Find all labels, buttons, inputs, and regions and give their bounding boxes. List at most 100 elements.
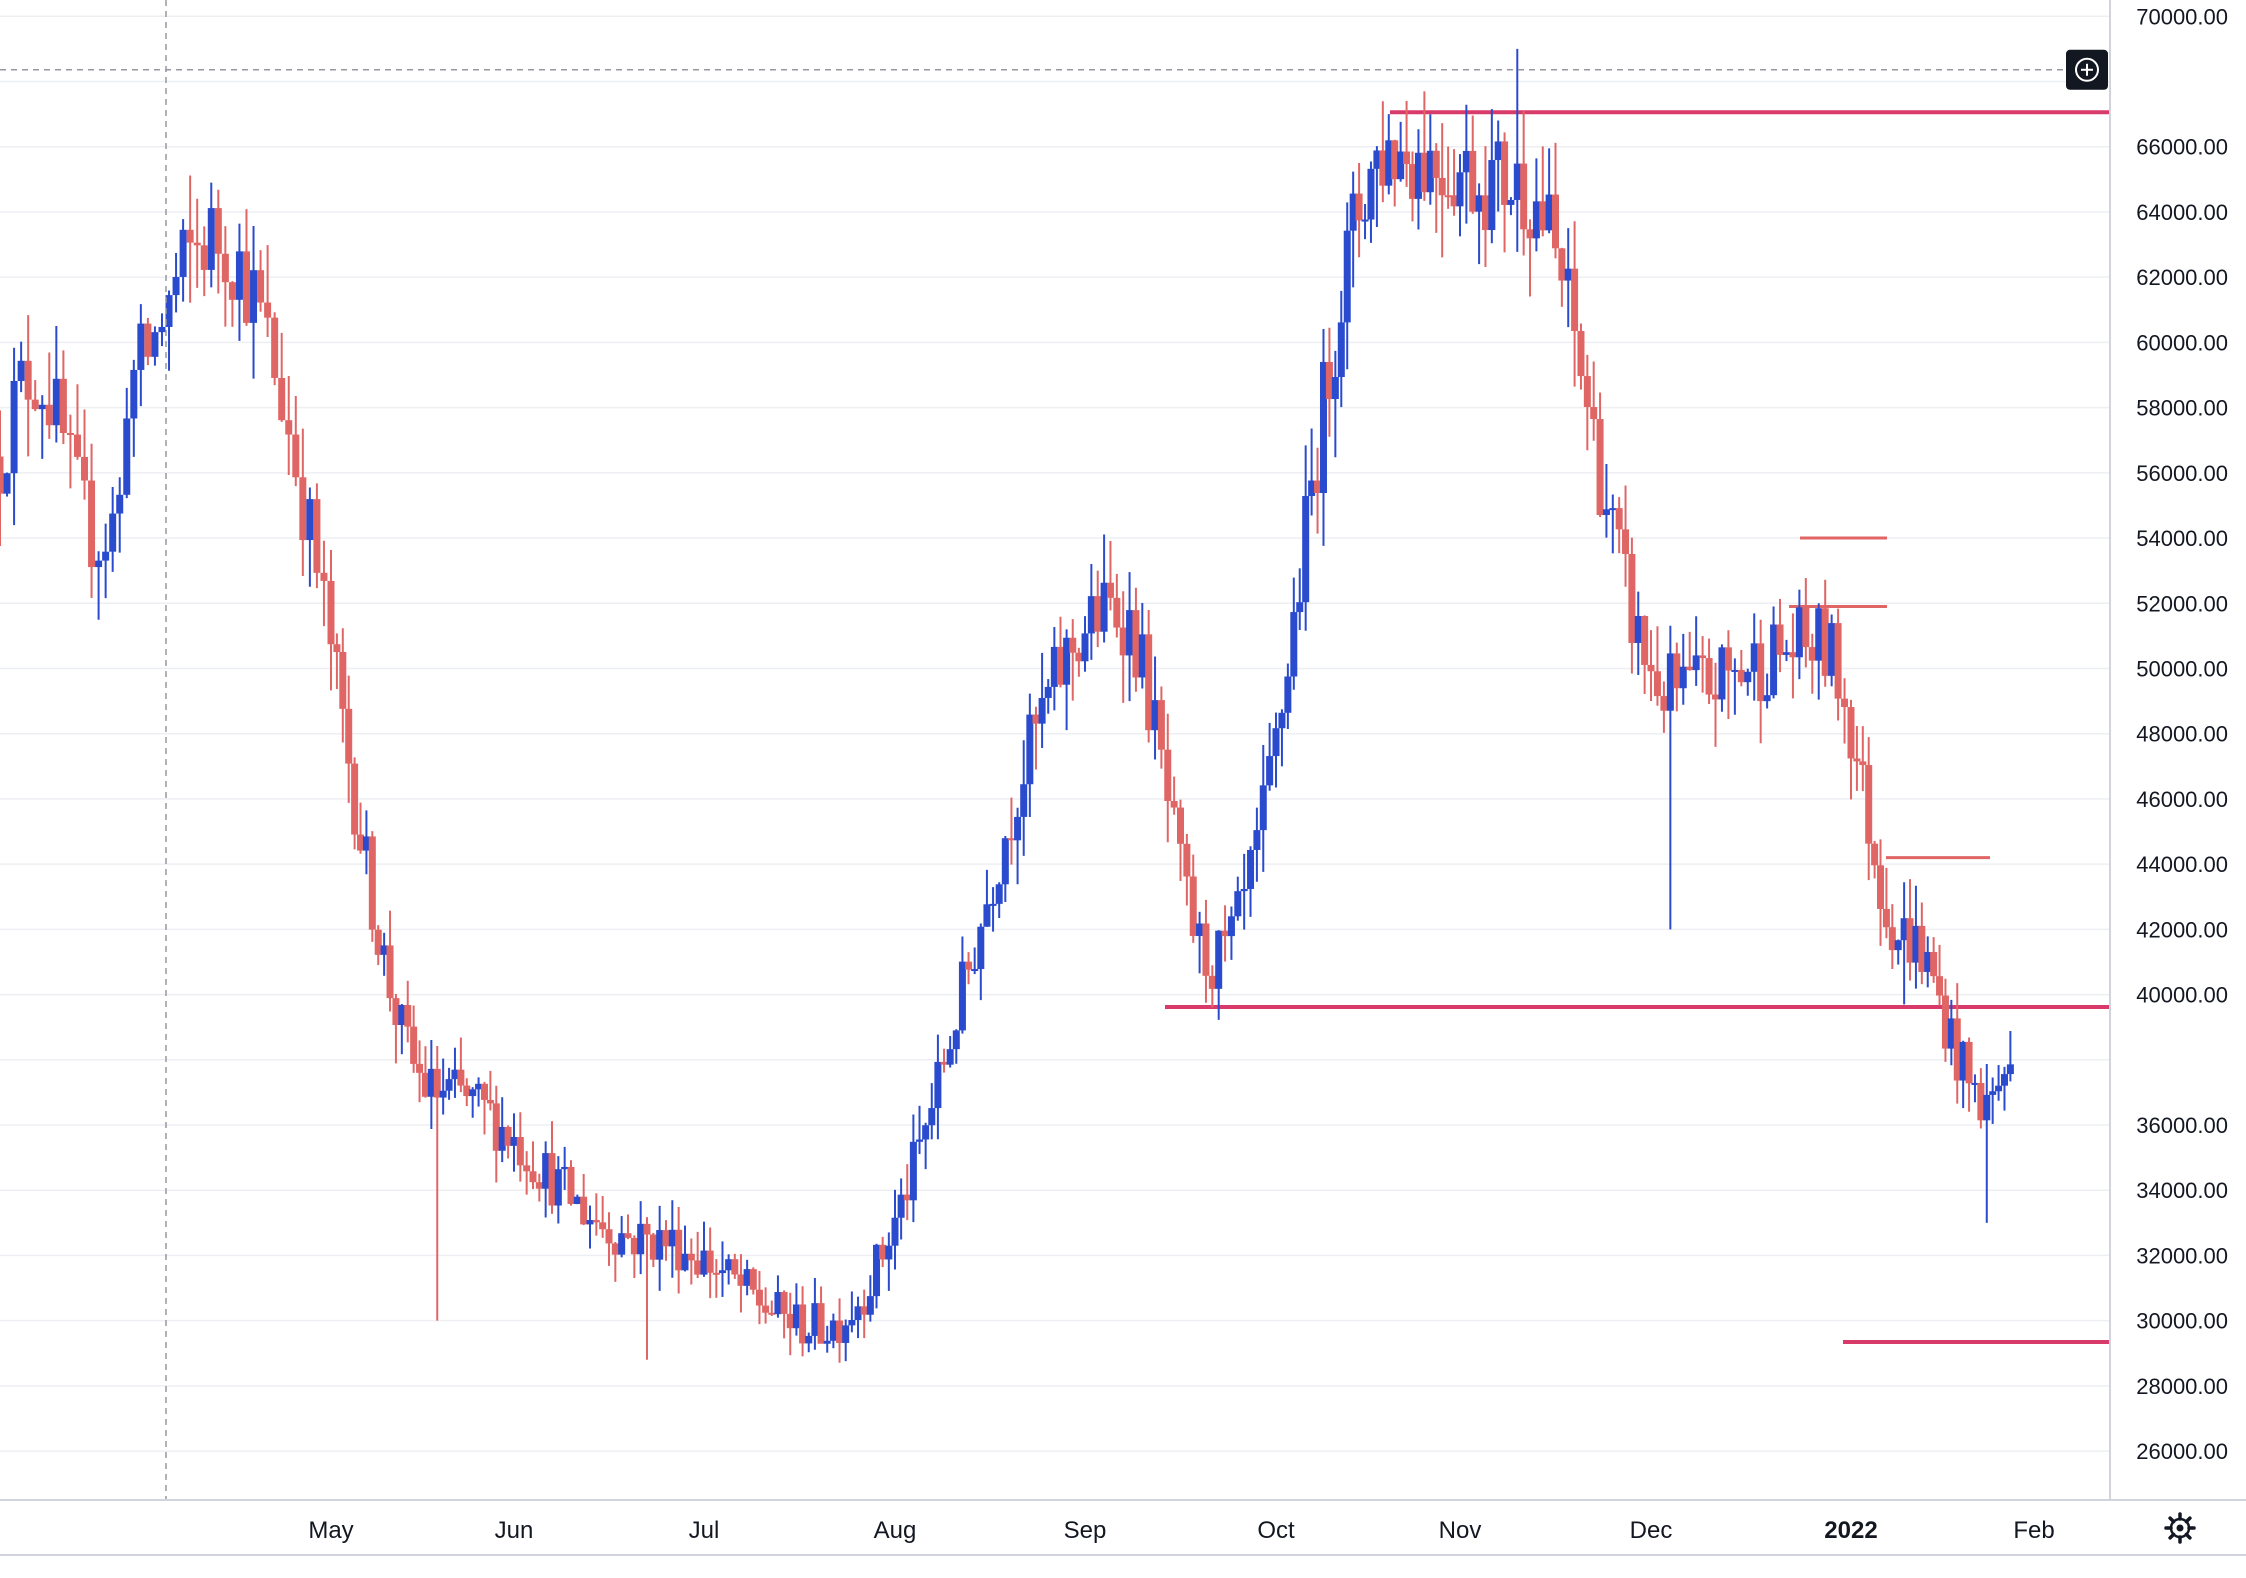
time-tick-label: Dec	[1630, 1517, 1673, 1544]
candle-body	[1763, 695, 1771, 702]
candle-body	[285, 420, 293, 435]
candle-body	[1666, 653, 1674, 711]
horizontal-levels[interactable]: 67058.8939618.2729345.0837860.00	[1165, 96, 2242, 1359]
candle-body	[1494, 141, 1502, 161]
candle-body	[292, 434, 300, 478]
price-tick-label: 48000.00	[2136, 722, 2228, 747]
price-tick-label: 70000.00	[2136, 4, 2228, 29]
candle-body	[95, 560, 103, 568]
candle-body	[897, 1194, 905, 1218]
candle-body	[573, 1196, 581, 1204]
candle-body	[24, 360, 32, 400]
candle-body	[193, 242, 201, 246]
candle-body	[1947, 1018, 1955, 1049]
candle-body	[45, 404, 53, 426]
grid	[0, 15, 2110, 1452]
candle-body	[1391, 140, 1399, 180]
candle-body	[879, 1244, 887, 1260]
candle-body	[1325, 361, 1333, 400]
candle-body	[1420, 152, 1428, 193]
candle-body	[829, 1320, 837, 1341]
gear-icon[interactable]	[2164, 1512, 2196, 1544]
candle-body	[351, 763, 359, 835]
candle-body	[1373, 150, 1381, 169]
candle-body	[1278, 712, 1286, 729]
candle-body	[313, 499, 321, 573]
price-tick-label: 44000.00	[2136, 852, 2228, 877]
candle-body	[306, 499, 314, 541]
candle-body	[1628, 553, 1636, 643]
candle-body	[1718, 647, 1726, 700]
candle-body	[1894, 940, 1902, 951]
candle-body	[592, 1220, 600, 1223]
candle-body	[1977, 1082, 1985, 1121]
candle-body	[965, 961, 973, 970]
candle-body	[1367, 168, 1375, 220]
candle-body	[469, 1089, 477, 1097]
candle-body	[1622, 529, 1630, 554]
time-tick-label: Jul	[689, 1517, 720, 1544]
candle-body	[345, 708, 353, 764]
candle-body	[1050, 646, 1058, 687]
candle-body	[774, 1292, 782, 1315]
candle-body	[510, 1136, 518, 1146]
candle-body	[165, 295, 173, 327]
candle-body	[480, 1083, 488, 1100]
candle-body	[1924, 952, 1932, 972]
plus-circle-icon-ring	[2075, 57, 2099, 82]
gear-icon-tooth	[2168, 1516, 2176, 1524]
time-tick-label: Jun	[495, 1517, 534, 1544]
candle-body	[242, 251, 250, 323]
candle-body	[1426, 150, 1434, 193]
candle-body	[1795, 607, 1803, 658]
candle-body	[1151, 700, 1159, 731]
candle-body	[909, 1141, 917, 1201]
candle-body	[643, 1223, 651, 1235]
candle-body	[475, 1083, 483, 1090]
candle-body	[916, 1139, 924, 1142]
plus-circle-icon[interactable]	[2075, 57, 2099, 82]
candle-body	[1343, 230, 1351, 323]
candle-body	[1020, 784, 1028, 817]
candle-body	[1403, 151, 1411, 165]
candle-body	[805, 1335, 813, 1344]
candle-body	[235, 251, 243, 300]
candle-body	[1930, 952, 1938, 977]
price-tick-label: 32000.00	[2136, 1243, 2228, 1268]
candle-body	[1912, 925, 1920, 963]
candle-body	[1590, 407, 1598, 420]
candle-body	[130, 369, 138, 419]
price-tick-label: 56000.00	[2136, 461, 2228, 486]
time-tick-label: 2022	[1824, 1517, 1877, 1544]
price-tick-label: 52000.00	[2136, 591, 2228, 616]
candle-body	[706, 1250, 714, 1273]
candle-body	[1583, 376, 1591, 408]
candle-body	[958, 961, 966, 1031]
candle-body	[1397, 151, 1405, 180]
candle-body	[1692, 655, 1700, 671]
candle-body	[1539, 201, 1547, 231]
candle-body	[1859, 761, 1867, 766]
candle-body	[1177, 807, 1184, 844]
candle-body	[2006, 1064, 2014, 1075]
candle-body	[762, 1305, 770, 1313]
candle-body	[339, 651, 347, 709]
candle-body	[823, 1340, 831, 1344]
candle-body	[873, 1244, 881, 1297]
candle-body	[1802, 607, 1810, 648]
candle-body	[151, 332, 159, 357]
candle-body	[535, 1182, 543, 1189]
candle-body	[567, 1166, 575, 1204]
candle-body	[1014, 816, 1022, 841]
candle-body	[599, 1222, 607, 1230]
candle-body	[799, 1304, 807, 1344]
gear-icon-tooth	[2184, 1532, 2192, 1540]
candle-body	[1450, 195, 1458, 207]
candle-body	[743, 1269, 751, 1286]
candle-body	[88, 480, 96, 568]
candle-body	[271, 317, 279, 378]
candle-body	[1712, 694, 1720, 700]
candle-body	[38, 404, 46, 410]
price-tick-label: 34000.00	[2136, 1178, 2228, 1203]
